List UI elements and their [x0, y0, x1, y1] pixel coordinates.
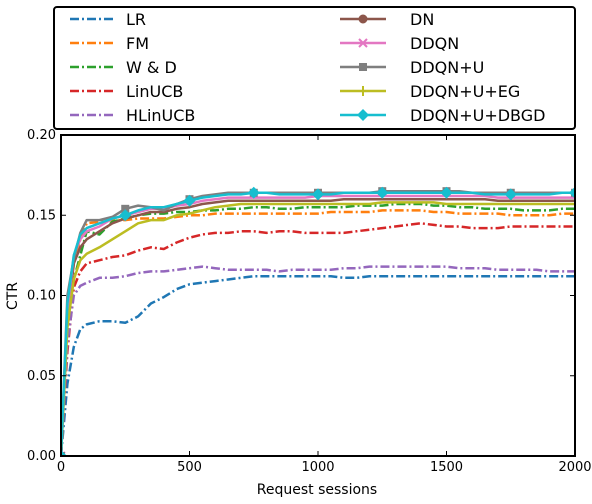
legend-label-dn: DN: [410, 10, 434, 29]
x-tick-label: 2000: [558, 460, 591, 475]
y-axis-label: CTR: [5, 282, 21, 310]
plot-frame: [61, 135, 575, 456]
legend-label-ddqn: DDQN: [410, 34, 459, 53]
legend-marker-ddqn-u: [359, 63, 367, 71]
legend-label-lr: LR: [126, 10, 146, 29]
legend-label-hlinucb: HLinUCB: [126, 106, 195, 125]
y-tick-label: 0.00: [27, 449, 56, 464]
plot-area: [55, 187, 581, 462]
y-tick-label: 0.05: [27, 369, 56, 384]
legend-label-ddqn-u-eg: DDQN+U+EG: [410, 82, 520, 101]
legend-label-w-d: W & D: [126, 58, 177, 77]
legend-marker-dn: [359, 15, 367, 23]
series-line-ddqn: [61, 196, 575, 456]
data-point-ddqn-u-dbgd: [312, 188, 324, 200]
legend: LR FM W & D LinUCB HLinUCB DN DDQN DDQN+U DDQN+U…: [54, 7, 575, 129]
x-axis-label: Request sessions: [257, 482, 377, 498]
legend-label-fm: FM: [126, 34, 149, 53]
series-line-dn: [61, 199, 575, 456]
series-line-ddqn-u: [61, 191, 575, 456]
series-line-ddqn-u-eg: [61, 202, 575, 456]
x-tick-label: 1500: [430, 460, 463, 475]
x-tick-label: 1000: [301, 460, 334, 475]
y-tick-label: 0.15: [27, 208, 56, 223]
series-line-hlinucb: [61, 267, 575, 456]
axes: 0 500 1000 1500 2000 0.00 0.05 0.10 0.15 0.20: [27, 128, 592, 475]
x-tick-label: 500: [177, 460, 202, 475]
legend-label-ddqn-u: DDQN+U: [410, 58, 484, 77]
x-tick-label: 0: [57, 460, 65, 475]
series-line-fm: [61, 210, 575, 456]
series-line-w-d: [61, 204, 575, 456]
y-tick-label: 0.20: [27, 128, 56, 143]
series-line-lr: [61, 276, 575, 456]
legend-label-ddqn-u-dbgd: DDQN+U+DBGD: [410, 106, 545, 125]
series-line-linucb: [61, 223, 575, 456]
y-tick-label: 0.10: [27, 289, 56, 304]
series-lines: [55, 187, 581, 462]
legend-label-linucb: LinUCB: [126, 82, 183, 101]
